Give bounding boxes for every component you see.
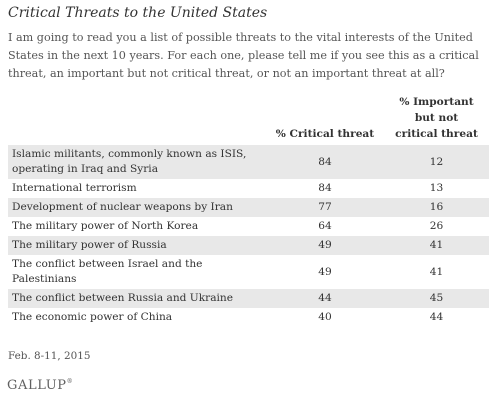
threat-label: Islamic militants, commonly known as ISI… xyxy=(8,145,266,179)
table-row: Islamic militants, commonly known as ISI… xyxy=(8,145,489,179)
threat-label: The conflict between Russia and Ukraine xyxy=(8,289,266,308)
important-value: 12 xyxy=(384,145,489,179)
threat-label: The military power of Russia xyxy=(8,236,266,255)
table-header-row: % Critical threat % Important but not cr… xyxy=(8,94,489,145)
critical-value: 44 xyxy=(266,289,384,308)
table-row: The conflict between Russia and Ukraine … xyxy=(8,289,489,308)
critical-value: 84 xyxy=(318,182,332,194)
table-row: The economic power of China 40 44 xyxy=(8,308,489,327)
table-row: The military power of North Korea 64 26 xyxy=(8,217,489,236)
important-value: 41 xyxy=(384,236,489,255)
table-row: International terrorism 84 13 xyxy=(8,179,489,198)
important-value: 44 xyxy=(429,311,444,323)
header-important-line1: % Important xyxy=(399,96,474,108)
threat-label: The economic power of China xyxy=(12,311,173,323)
table-row: Development of nuclear weapons by Iran 7… xyxy=(8,198,489,217)
gallup-logo: GALLUP® xyxy=(7,378,73,393)
threat-label: International terrorism xyxy=(12,182,137,194)
critical-value: 84 xyxy=(266,145,384,179)
important-value: 45 xyxy=(384,289,489,308)
header-important: % Important but not critical threat xyxy=(384,94,489,145)
critical-value: 40 xyxy=(318,311,332,323)
page-title: Critical Threats to the United States xyxy=(8,5,268,21)
critical-value: 64 xyxy=(318,220,332,232)
header-important-line3: critical threat xyxy=(395,128,478,140)
important-value: 41 xyxy=(429,265,444,278)
header-critical: % Critical threat xyxy=(275,128,375,140)
critical-value: 49 xyxy=(318,265,332,278)
threats-table: % Critical threat % Important but not cr… xyxy=(8,94,489,327)
header-item xyxy=(8,94,266,145)
header-important-line2: but not xyxy=(414,112,459,124)
logo-text: GALLUP xyxy=(7,378,67,393)
critical-value: 49 xyxy=(266,236,384,255)
question-text: I am going to read you a list of possibl… xyxy=(8,31,479,80)
important-value: 26 xyxy=(429,220,444,232)
threat-label: The conflict between Israel and the Pale… xyxy=(12,258,203,285)
registered-mark: ® xyxy=(66,378,73,385)
table-row: The conflict between Israel and the Pale… xyxy=(8,255,489,289)
important-value: 13 xyxy=(429,182,444,194)
threat-label: The military power of North Korea xyxy=(12,220,199,232)
table-row: The military power of Russia 49 41 xyxy=(8,236,489,255)
survey-dates: Feb. 8-11, 2015 xyxy=(8,350,91,362)
threat-label: Development of nuclear weapons by Iran xyxy=(8,198,266,217)
critical-value: 77 xyxy=(266,198,384,217)
important-value: 16 xyxy=(384,198,489,217)
